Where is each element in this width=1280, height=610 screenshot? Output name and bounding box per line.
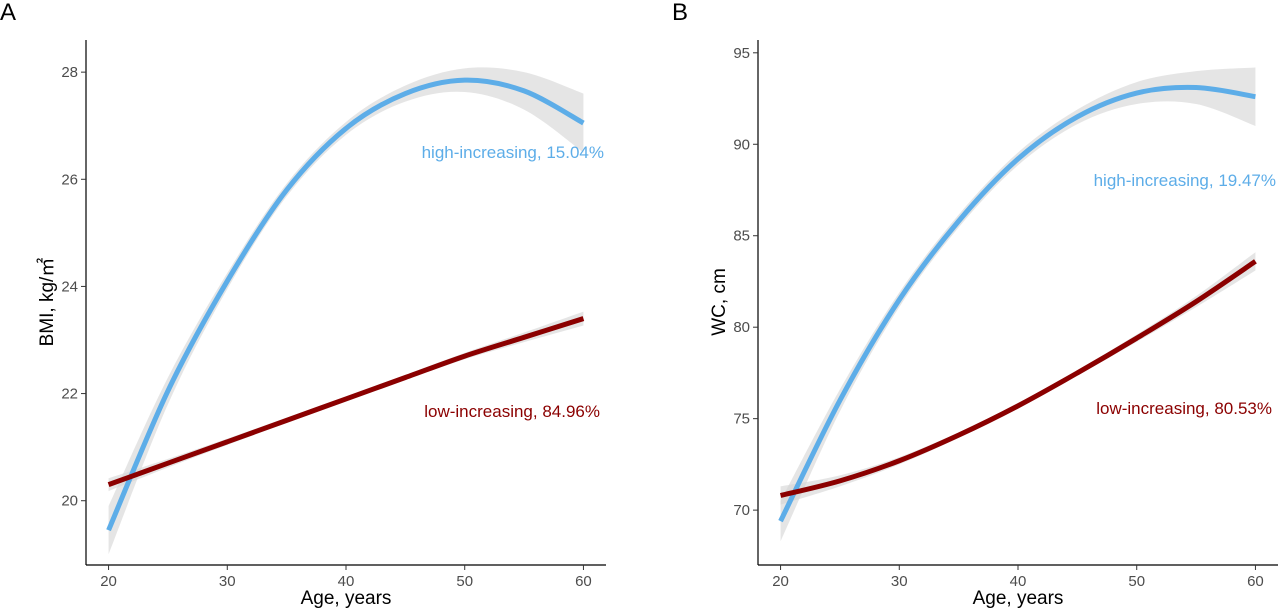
panel-a-series-label-low: low-increasing, 84.96% [424,402,600,421]
panel-b-y-tick-label: 90 [733,136,750,153]
panel-b-wc-chart: B 20 30 40 50 60 70 75 80 85 90 95 high-increasing… [672,0,1278,609]
panel-b-series-label-low: low-increasing, 80.53% [1096,399,1272,418]
panel-a-x-axis-title: Age, years [301,588,392,609]
panel-a-x-tick-label: 50 [456,573,473,590]
panel-b-y-tick-label: 70 [733,502,750,519]
panel-b-ticks: 20 30 40 50 60 70 75 80 85 90 95 [733,45,1263,590]
panel-b-y-tick-label: 85 [733,228,750,245]
panel-b-y-tick-label: 80 [733,319,750,336]
panel-b-x-axis-title: Age, years [973,588,1064,609]
panel-a-y-tick-label: 26 [61,171,78,188]
panel-a-y-tick-label: 20 [61,493,78,510]
panel-a-ci-band-high [108,67,584,555]
panel-b-confidence-bands [780,67,1256,542]
panel-a-x-tick-label: 20 [100,573,117,590]
panel-b-y-axis-title: WC, cm [709,268,730,336]
panel-b-label: B [672,0,688,26]
panel-a-x-tick-label: 30 [219,573,236,590]
panel-b-x-tick-label: 50 [1128,573,1145,590]
panel-a-series-line-high [106,77,585,532]
panel-a-y-tick-label: 28 [61,64,78,81]
panel-b-x-tick-label: 60 [1247,573,1264,590]
panel-a-x-tick-label: 40 [338,573,355,590]
panel-b-x-tick-label: 20 [772,573,789,590]
panel-b-y-tick-label: 95 [733,45,750,62]
panel-b-series-label-high: high-increasing, 19.47% [1094,171,1276,190]
panel-b-x-tick-label: 30 [891,573,908,590]
panel-a-series-lines [106,77,585,532]
panel-a-x-tick-label: 60 [575,573,592,590]
panel-a-ticks: 20 30 40 50 60 20 22 24 26 28 [61,64,591,590]
panel-b-series-line-low [779,259,1257,498]
panel-a-y-tick-label: 22 [61,386,78,403]
panel-b-y-tick-label: 75 [733,411,750,428]
panel-a-confidence-bands [108,67,584,555]
panel-a-series-label-high: high-increasing, 15.04% [422,143,604,162]
panel-b-x-tick-label: 40 [1010,573,1027,590]
panel-a-bmi-chart: A 20 30 40 50 60 20 22 24 26 28 high-increasing, … [0,0,606,609]
panel-b-series-line-high [778,84,1256,523]
panel-b-series-lines [778,84,1257,523]
panel-a-y-tick-label: 24 [61,278,78,295]
panel-b-ci-band-low [780,252,1256,505]
panel-a-series-line-low [107,316,585,487]
panel-a-label: A [0,0,16,26]
panel-a-y-axis-title: BMI, kg/㎡ [35,258,58,347]
